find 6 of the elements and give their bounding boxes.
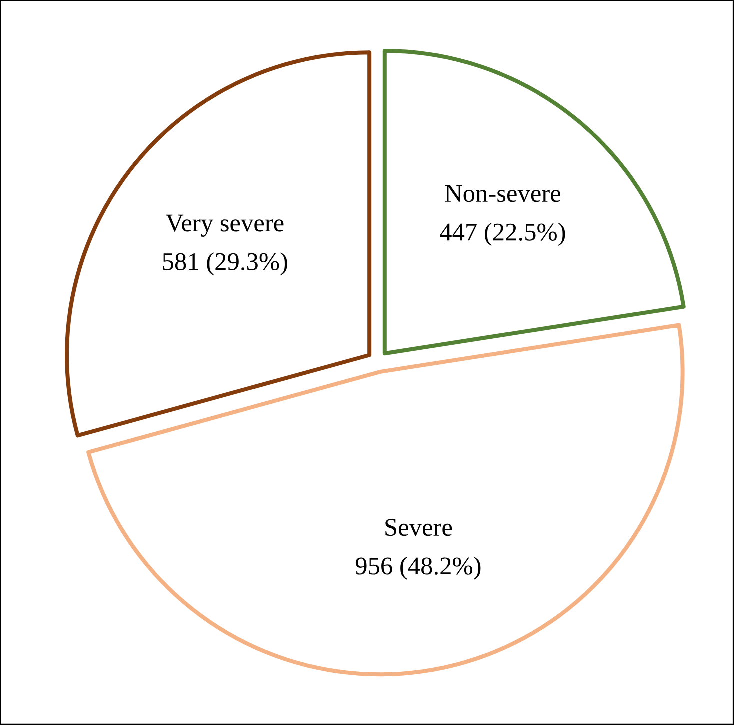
data-label: 447 (22.5%) [440, 223, 566, 246]
data-label: 956 (48.2%) [356, 556, 481, 580]
slice-label: Severe [386, 519, 452, 536]
slice-label: Non-severe [445, 185, 560, 202]
data-label: 581 (29.3%) [163, 252, 288, 276]
slice-label: Very severe [166, 214, 284, 237]
